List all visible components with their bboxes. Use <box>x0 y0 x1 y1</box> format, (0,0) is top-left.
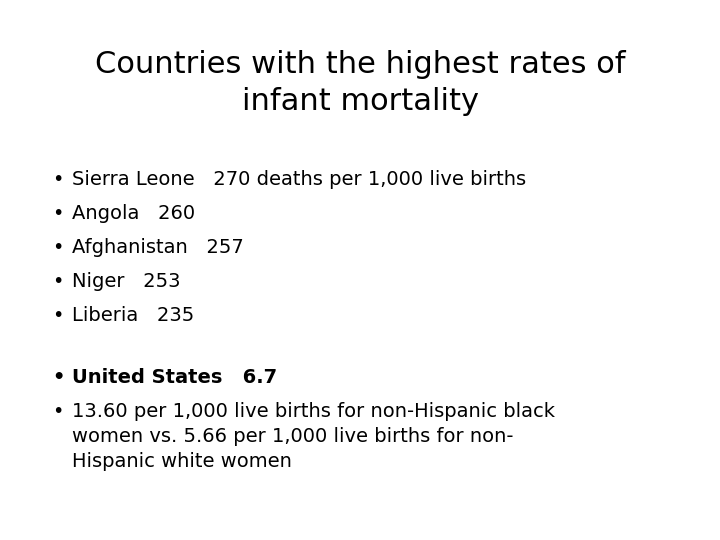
Text: Niger   253: Niger 253 <box>72 272 181 291</box>
Text: Countries with the highest rates of
infant mortality: Countries with the highest rates of infa… <box>95 50 625 116</box>
Text: •: • <box>52 402 63 421</box>
Text: •: • <box>52 272 63 291</box>
Text: United States   6.7: United States 6.7 <box>72 368 277 387</box>
Text: •: • <box>52 368 64 387</box>
Text: Sierra Leone   270 deaths per 1,000 live births: Sierra Leone 270 deaths per 1,000 live b… <box>72 170 526 189</box>
Text: •: • <box>52 204 63 223</box>
Text: Liberia   235: Liberia 235 <box>72 306 194 325</box>
Text: Afghanistan   257: Afghanistan 257 <box>72 238 244 257</box>
Text: •: • <box>52 306 63 325</box>
Text: •: • <box>52 238 63 257</box>
Text: •: • <box>52 170 63 189</box>
Text: Angola   260: Angola 260 <box>72 204 195 223</box>
Text: 13.60 per 1,000 live births for non-Hispanic black
women vs. 5.66 per 1,000 live: 13.60 per 1,000 live births for non-Hisp… <box>72 402 555 471</box>
